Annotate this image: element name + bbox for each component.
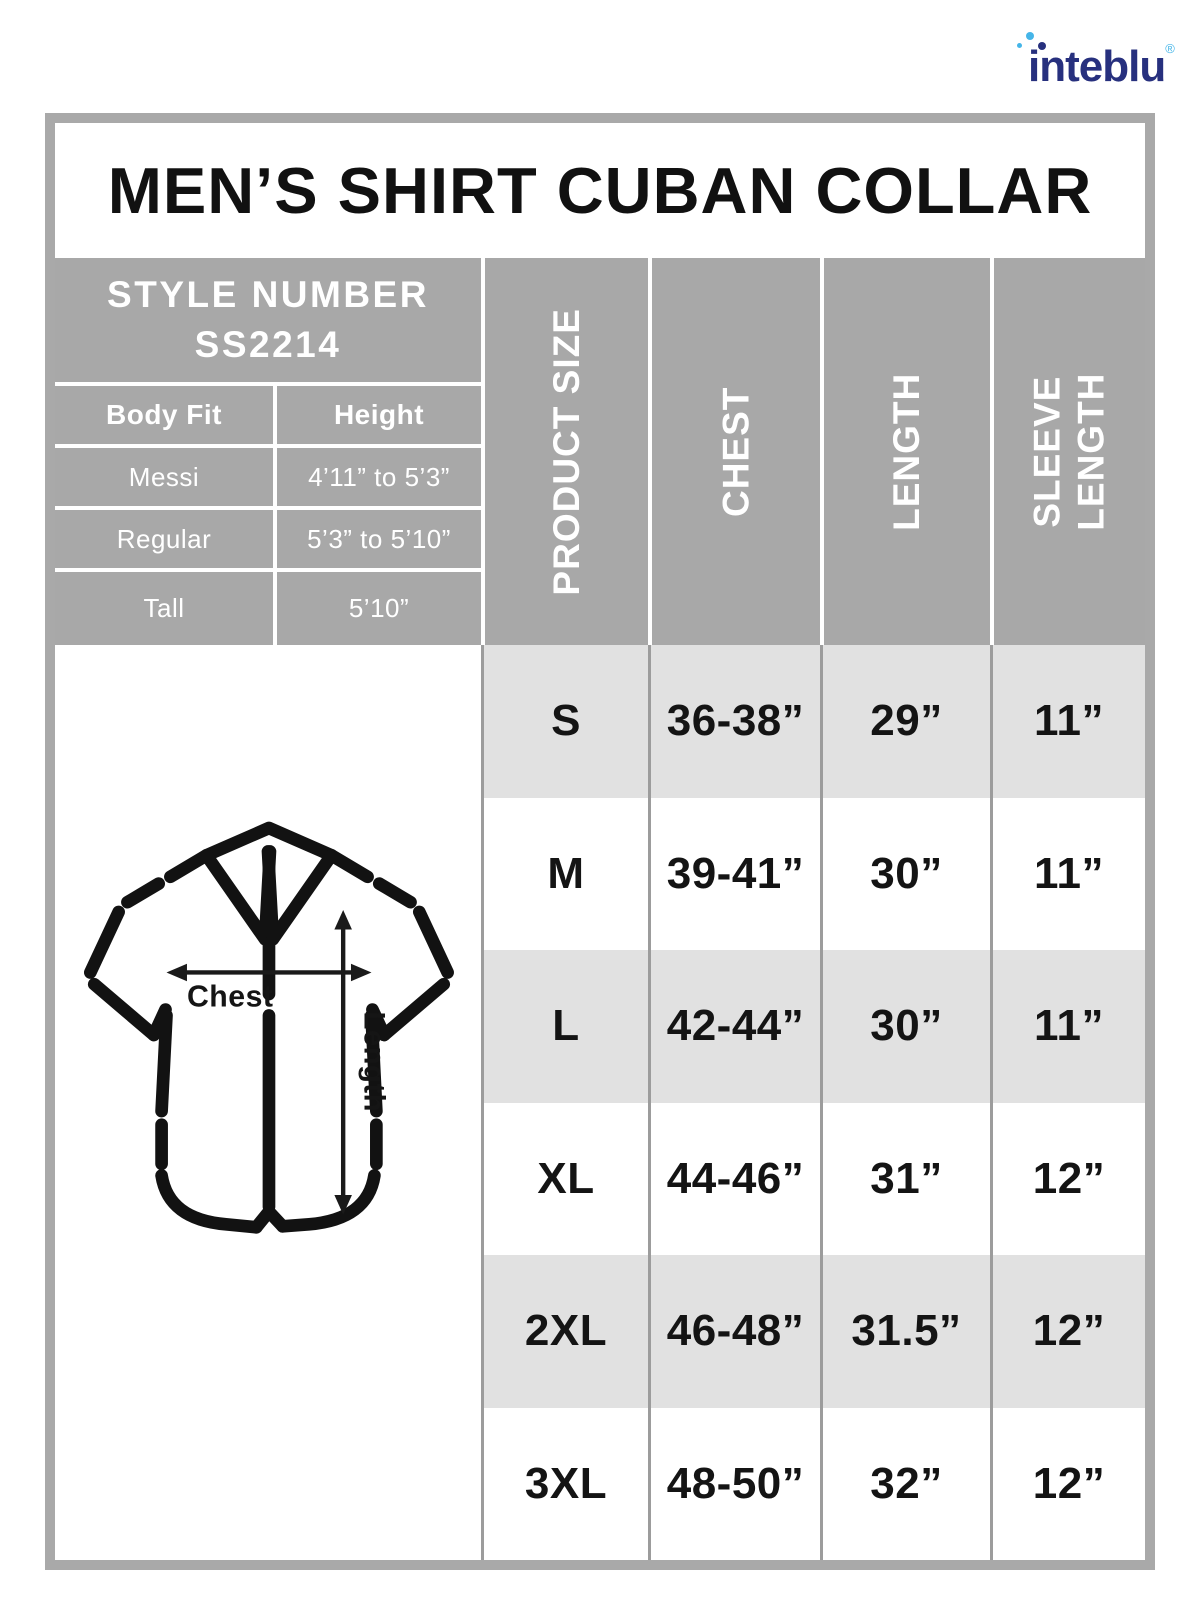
fit-value: 5’10” (277, 572, 481, 645)
cell-sleeve: 12” (990, 1255, 1145, 1408)
cell-chest: 46-48” (648, 1255, 820, 1408)
fit-value: Tall (55, 572, 273, 645)
fit-value: Messi (55, 448, 273, 506)
chart-title: MEN’S SHIRT CUBAN COLLAR (107, 154, 1093, 227)
cell-length: 30” (820, 950, 990, 1103)
logo-dot-icon (1017, 43, 1022, 48)
fit-header-body-fit: Body Fit (55, 386, 273, 444)
chest-arrow-label: Chest (187, 981, 274, 1014)
cell-chest: 48-50” (648, 1407, 820, 1560)
column-header-label: LENGTH (886, 372, 928, 531)
cell-chest: 39-41” (648, 797, 820, 950)
cell-length: 30” (820, 797, 990, 950)
shirt-illustration: Chest Length (83, 821, 454, 1234)
cell-size: XL (481, 1102, 648, 1255)
cell-sleeve: 11” (990, 645, 1145, 798)
style-number-block: STYLE NUMBER SS2214 (55, 258, 481, 382)
length-arrow-label: Length (358, 1012, 391, 1112)
cell-chest: 44-46” (648, 1102, 820, 1255)
cell-length: 31” (820, 1102, 990, 1255)
cell-size: 3XL (481, 1407, 648, 1560)
shirt-outline (83, 821, 454, 1234)
column-header-product-size: PRODUCT SIZE (481, 258, 648, 645)
cell-size: L (481, 950, 648, 1103)
logo-dot-icon (1038, 42, 1046, 50)
cell-length: 29” (820, 645, 990, 798)
column-header-label: PRODUCT SIZE (545, 307, 587, 596)
shirt-diagram: Chest Length (55, 645, 481, 1560)
registered-mark: ® (1165, 41, 1175, 56)
fit-header-height: Height (277, 386, 481, 444)
fit-value: 5’3” to 5’10” (277, 510, 481, 568)
cell-length: 32” (820, 1407, 990, 1560)
fit-value: 4’11” to 5’3” (277, 448, 481, 506)
cell-chest: 42-44” (648, 950, 820, 1103)
chart-title-band: MEN’S SHIRT CUBAN COLLAR (55, 123, 1145, 258)
column-header-label: SLEEVE LENGTH (1026, 372, 1112, 531)
style-panel: STYLE NUMBER SS2214 Body Fit Height Mess… (55, 258, 481, 645)
column-header-sleeve-length: SLEEVE LENGTH (990, 258, 1145, 645)
cell-size: M (481, 797, 648, 950)
cell-sleeve: 12” (990, 1102, 1145, 1255)
cell-length: 31.5” (820, 1255, 990, 1408)
measure-arrows (166, 910, 372, 1215)
cell-sleeve: 12” (990, 1407, 1145, 1560)
column-header-label: CHEST (715, 386, 757, 517)
cell-size: S (481, 645, 648, 798)
brand-logo: inteblu® (1017, 32, 1175, 91)
cell-sleeve: 11” (990, 797, 1145, 950)
logo-dot-icon (1026, 32, 1034, 40)
style-number-value: SS2214 (194, 324, 342, 365)
logo-text: inteblu (1028, 42, 1166, 91)
fit-value: Regular (55, 510, 273, 568)
cell-size: 2XL (481, 1255, 648, 1408)
cell-chest: 36-38” (648, 645, 820, 798)
column-header-length: LENGTH (820, 258, 990, 645)
column-header-chest: CHEST (648, 258, 820, 645)
size-chart-frame: MEN’S SHIRT CUBAN COLLAR STYLE NUMBER SS… (45, 113, 1155, 1570)
cell-sleeve: 11” (990, 950, 1145, 1103)
style-number-label: STYLE NUMBER (107, 274, 429, 316)
